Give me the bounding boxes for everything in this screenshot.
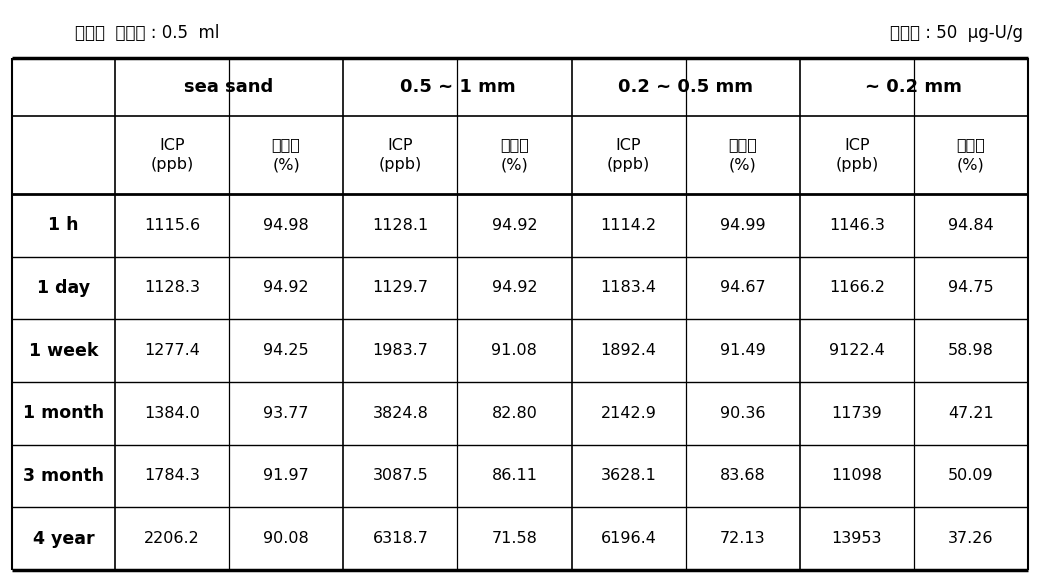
Text: 71.58: 71.58 <box>492 531 538 546</box>
Text: 3087.5: 3087.5 <box>372 469 428 483</box>
Text: 86.11: 86.11 <box>492 469 538 483</box>
Text: 2142.9: 2142.9 <box>601 406 656 421</box>
Text: (ppb): (ppb) <box>151 158 193 172</box>
Text: 1183.4: 1183.4 <box>600 280 656 296</box>
Text: 94.67: 94.67 <box>720 280 765 296</box>
Text: 1115.6: 1115.6 <box>144 218 200 233</box>
Text: 1983.7: 1983.7 <box>372 343 428 358</box>
Text: 91.97: 91.97 <box>263 469 309 483</box>
Text: 추출률: 추출률 <box>728 138 757 152</box>
Text: 1 week: 1 week <box>29 342 98 360</box>
Text: 94.92: 94.92 <box>492 280 538 296</box>
Text: 1384.0: 1384.0 <box>145 406 200 421</box>
Text: 추출률: 추출률 <box>500 138 529 152</box>
Text: ICP: ICP <box>388 138 413 152</box>
Text: 94.92: 94.92 <box>492 218 538 233</box>
Text: 91.08: 91.08 <box>492 343 538 358</box>
Text: 1128.1: 1128.1 <box>372 218 428 233</box>
Text: 0.5 ~ 1 mm: 0.5 ~ 1 mm <box>399 78 515 96</box>
Text: sea sand: sea sand <box>184 78 274 96</box>
Text: 91.49: 91.49 <box>720 343 765 358</box>
Text: 1146.3: 1146.3 <box>829 218 885 233</box>
Text: 오염량 : 50  μg-U/g: 오염량 : 50 μg-U/g <box>890 24 1023 42</box>
Text: 2206.2: 2206.2 <box>145 531 200 546</box>
Text: 90.08: 90.08 <box>263 531 309 546</box>
Text: ~ 0.2 mm: ~ 0.2 mm <box>865 78 962 96</box>
Text: 9122.4: 9122.4 <box>829 343 885 358</box>
Text: 94.25: 94.25 <box>263 343 309 358</box>
Text: 94.84: 94.84 <box>948 218 994 233</box>
Text: 47.21: 47.21 <box>948 406 994 421</box>
Text: 1277.4: 1277.4 <box>145 343 200 358</box>
Text: 4 year: 4 year <box>32 530 95 547</box>
Text: ICP: ICP <box>616 138 642 152</box>
Text: 3628.1: 3628.1 <box>601 469 656 483</box>
Text: 50.09: 50.09 <box>948 469 994 483</box>
Text: 94.98: 94.98 <box>263 218 309 233</box>
Text: 11739: 11739 <box>831 406 882 421</box>
Text: 추출제  사용량 : 0.5  ml: 추출제 사용량 : 0.5 ml <box>75 24 219 42</box>
Text: 90.36: 90.36 <box>720 406 765 421</box>
Text: 1 h: 1 h <box>48 216 79 235</box>
Text: 37.26: 37.26 <box>948 531 993 546</box>
Text: 3824.8: 3824.8 <box>372 406 428 421</box>
Text: ICP: ICP <box>844 138 869 152</box>
Text: (%): (%) <box>500 158 528 172</box>
Text: 6196.4: 6196.4 <box>601 531 656 546</box>
Text: 1892.4: 1892.4 <box>600 343 656 358</box>
Text: 58.98: 58.98 <box>948 343 994 358</box>
Text: 93.77: 93.77 <box>263 406 309 421</box>
Text: 6318.7: 6318.7 <box>372 531 428 546</box>
Text: 82.80: 82.80 <box>492 406 538 421</box>
Text: 94.75: 94.75 <box>948 280 994 296</box>
Text: (%): (%) <box>729 158 756 172</box>
Text: 추출률: 추출률 <box>957 138 985 152</box>
Text: 1 day: 1 day <box>37 279 90 297</box>
Text: 1129.7: 1129.7 <box>372 280 428 296</box>
Text: (ppb): (ppb) <box>835 158 879 172</box>
Text: 1128.3: 1128.3 <box>145 280 200 296</box>
Text: 3 month: 3 month <box>23 467 104 485</box>
Text: 94.92: 94.92 <box>263 280 309 296</box>
Text: 1784.3: 1784.3 <box>145 469 200 483</box>
Text: (ppb): (ppb) <box>379 158 422 172</box>
Text: 0.2 ~ 0.5 mm: 0.2 ~ 0.5 mm <box>618 78 753 96</box>
Text: 83.68: 83.68 <box>720 469 765 483</box>
Text: 1 month: 1 month <box>23 405 104 422</box>
Text: 11098: 11098 <box>831 469 882 483</box>
Text: (ppb): (ppb) <box>607 158 650 172</box>
Text: 추출률: 추출률 <box>271 138 301 152</box>
Text: 1166.2: 1166.2 <box>829 280 885 296</box>
Text: (%): (%) <box>957 158 985 172</box>
Text: 1114.2: 1114.2 <box>600 218 656 233</box>
Text: 94.99: 94.99 <box>720 218 765 233</box>
Text: 72.13: 72.13 <box>720 531 765 546</box>
Text: ICP: ICP <box>159 138 185 152</box>
Text: (%): (%) <box>272 158 301 172</box>
Text: 13953: 13953 <box>832 531 882 546</box>
